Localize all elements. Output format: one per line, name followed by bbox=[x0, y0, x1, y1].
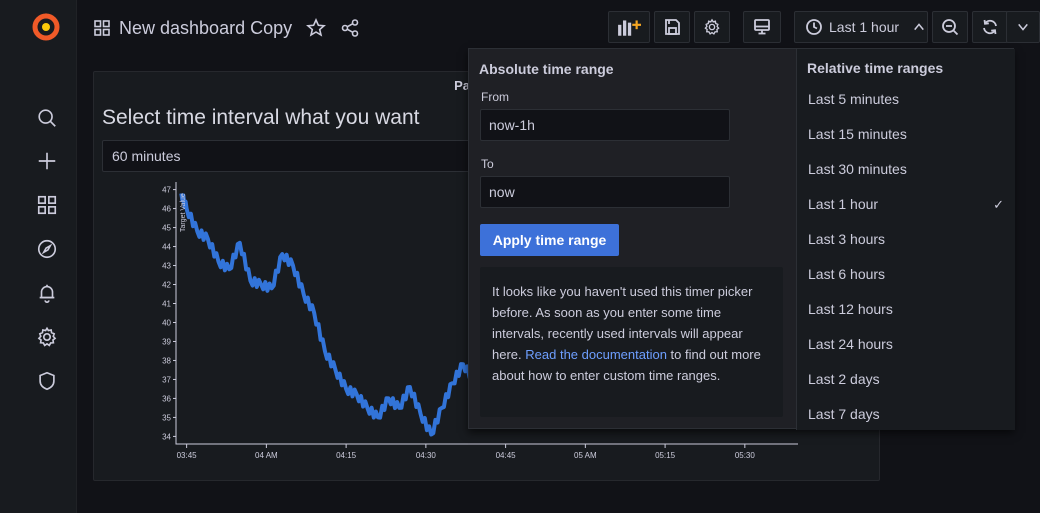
dashboard-title[interactable]: New dashboard Copy bbox=[119, 17, 293, 38]
add-panel-icon bbox=[618, 20, 641, 36]
share-icon[interactable] bbox=[340, 18, 360, 38]
dashboard-navbar: New dashboard Copy bbox=[77, 0, 1040, 56]
panel-heading: Select time interval what you want bbox=[102, 106, 420, 129]
server-admin-shield-icon[interactable] bbox=[35, 369, 59, 393]
series-line bbox=[179, 193, 497, 437]
relative-range-item[interactable]: Last 12 hours bbox=[797, 292, 1016, 327]
alerting-bell-icon[interactable] bbox=[35, 281, 59, 305]
grafana-logo-icon[interactable] bbox=[30, 11, 62, 43]
relative-range-label: Last 1 hour bbox=[808, 196, 879, 212]
relative-range-item[interactable]: Last 24 hours bbox=[797, 327, 1016, 362]
axis-lines bbox=[175, 182, 798, 445]
dashboards-icon[interactable] bbox=[35, 193, 59, 217]
to-label: To bbox=[481, 157, 494, 171]
y-tick-label: 35 bbox=[162, 413, 171, 422]
relative-range-label: Last 2 days bbox=[808, 371, 880, 387]
y-tick-label: 43 bbox=[162, 262, 171, 271]
monitor-icon bbox=[754, 19, 770, 35]
relative-range-item[interactable]: Last 15 minutes bbox=[797, 117, 1016, 152]
y-tick-label: 34 bbox=[162, 432, 171, 441]
x-tick-label: 05:15 bbox=[655, 451, 676, 460]
relative-range-label: Last 12 hours bbox=[808, 301, 893, 317]
y-tick-label: 37 bbox=[162, 375, 171, 384]
y-tick-label: 38 bbox=[162, 356, 171, 365]
dashboard-settings-button[interactable] bbox=[694, 11, 730, 43]
y-axis-label: Target Value bbox=[180, 193, 187, 232]
x-tick-label: 04:45 bbox=[496, 451, 517, 460]
refresh-dashboard-button[interactable] bbox=[972, 11, 1008, 43]
dashboard-title-area: New dashboard Copy bbox=[93, 14, 360, 42]
cycle-view-mode-button[interactable] bbox=[743, 11, 781, 43]
y-tick-label: 36 bbox=[162, 394, 171, 403]
apply-time-range-button[interactable]: Apply time range bbox=[480, 224, 619, 256]
relative-range-label: Last 15 minutes bbox=[808, 126, 907, 142]
y-tick-label: 47 bbox=[162, 186, 171, 195]
save-icon bbox=[665, 19, 680, 35]
clock-icon bbox=[806, 19, 822, 35]
relative-range-item[interactable]: Last 1 hour ✓ bbox=[797, 187, 1016, 222]
time-range-picker-button[interactable]: Last 1 hour bbox=[794, 11, 928, 43]
search-icon[interactable] bbox=[35, 106, 59, 130]
relative-range-item[interactable]: Last 7 days bbox=[797, 397, 1016, 432]
chevron-up-icon bbox=[914, 23, 924, 31]
to-input[interactable]: now bbox=[480, 176, 730, 208]
x-tick-label: 03:45 bbox=[177, 451, 198, 460]
info-tail-text: to find out more about how to enter cust… bbox=[492, 347, 761, 383]
from-input[interactable]: now-1h bbox=[480, 109, 730, 141]
relative-range-item[interactable]: Last 2 days bbox=[797, 362, 1016, 397]
star-icon[interactable] bbox=[306, 18, 327, 38]
refresh-icon bbox=[983, 19, 997, 35]
settings-gear-icon bbox=[704, 18, 720, 35]
relative-range-label: Last 30 minutes bbox=[808, 161, 907, 177]
x-tick-label: 04 AM bbox=[255, 451, 278, 460]
y-tick-label: 42 bbox=[162, 281, 171, 290]
relative-time-ranges-title: Relative time ranges bbox=[807, 60, 944, 76]
checkmark-icon: ✓ bbox=[993, 197, 1004, 212]
chevron-down-icon bbox=[1018, 23, 1028, 31]
x-tick-label: 05 AM bbox=[574, 451, 597, 460]
relative-range-label: Last 5 minutes bbox=[808, 91, 900, 107]
sidebar bbox=[0, 0, 77, 513]
x-tick-label: 04:30 bbox=[416, 451, 437, 460]
time-picker-dropdown: Absolute time range From now-1h To now A… bbox=[468, 48, 1015, 430]
documentation-link[interactable]: Read the documentation bbox=[525, 347, 667, 362]
absolute-time-range-title: Absolute time range bbox=[479, 61, 614, 77]
relative-time-ranges-list: Last 5 minutes Last 15 minutes Last 30 min… bbox=[797, 82, 1016, 432]
relative-range-label: Last 6 hours bbox=[808, 266, 886, 282]
configuration-gear-icon[interactable] bbox=[35, 325, 59, 349]
y-tick-label: 39 bbox=[162, 337, 171, 346]
y-tick-label: 41 bbox=[162, 300, 171, 309]
time-range-label: Last 1 hour bbox=[829, 19, 900, 35]
from-label: From bbox=[481, 90, 509, 104]
relative-range-item[interactable]: Last 30 minutes bbox=[797, 152, 1016, 187]
x-tick-label: 04:15 bbox=[336, 451, 357, 460]
y-tick-label: 46 bbox=[162, 205, 171, 214]
y-tick-label: 44 bbox=[162, 243, 171, 252]
absolute-time-range-section: Absolute time range From now-1h To now A… bbox=[469, 49, 796, 430]
relative-range-item[interactable]: Last 3 hours bbox=[797, 222, 1016, 257]
x-tick-label: 05:30 bbox=[735, 451, 756, 460]
dashboard-grid-icon bbox=[94, 20, 110, 36]
zoom-out-button[interactable] bbox=[932, 11, 968, 43]
create-plus-icon[interactable] bbox=[35, 149, 59, 173]
y-tick-label: 45 bbox=[162, 224, 171, 233]
refresh-interval-dropdown[interactable] bbox=[1006, 11, 1040, 43]
relative-time-ranges-section: Relative time ranges Last 5 minutes Last … bbox=[796, 49, 1015, 430]
explore-compass-icon[interactable] bbox=[35, 237, 59, 261]
info-text: It looks like you haven't used this time… bbox=[492, 284, 753, 362]
y-tick-label: 40 bbox=[162, 318, 171, 327]
add-panel-button[interactable] bbox=[608, 11, 650, 43]
relative-range-label: Last 3 hours bbox=[808, 231, 886, 247]
x-axis: 03:45 04 AM 04:15 04:30 04:45 05 AM 05:15 05:30 bbox=[177, 444, 756, 460]
relative-range-item[interactable]: Last 6 hours bbox=[797, 257, 1016, 292]
time-picker-info-box: It looks like you haven't used this time… bbox=[480, 267, 783, 417]
relative-range-label: Last 24 hours bbox=[808, 336, 893, 352]
relative-range-label: Last 7 days bbox=[808, 406, 880, 422]
zoom-out-icon bbox=[942, 19, 959, 36]
relative-range-item[interactable]: Last 5 minutes bbox=[797, 82, 1016, 117]
save-dashboard-button[interactable] bbox=[654, 11, 690, 43]
y-axis: 47 46 45 44 43 42 41 40 39 38 37 36 35 34 bbox=[162, 186, 176, 441]
